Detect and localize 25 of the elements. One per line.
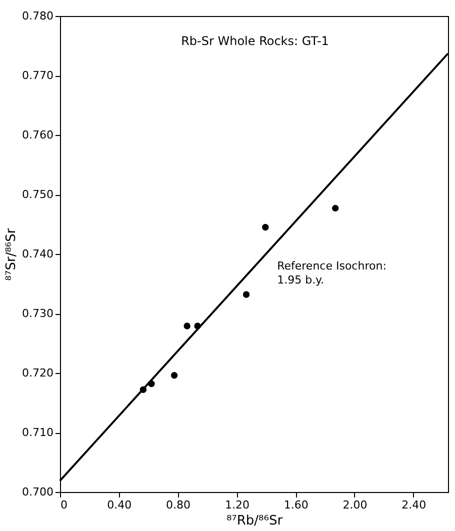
x-tick-label: 1.60 [284, 498, 308, 512]
point [242, 291, 250, 298]
x-tick-label: 2.00 [342, 498, 368, 512]
y-tick-label: 0.730 [22, 307, 54, 320]
y-tick-label: 0.720 [22, 366, 54, 380]
annotation: Reference Isochron: 1.95 b.y. [277, 259, 386, 286]
x-tick-label: 2.40 [402, 498, 426, 512]
point [170, 372, 178, 379]
point [332, 204, 339, 212]
x-tick-label: 0.40 [107, 498, 132, 512]
y-tick-label: 0.710 [22, 426, 54, 439]
y-tick-label: 0.740 [22, 248, 54, 260]
y-tick-label: 0.770 [22, 69, 54, 82]
x-tick-label: 1.20 [224, 498, 250, 512]
x-tick-label: 0 [60, 498, 68, 512]
y-axis-title: ⁸⁷Sr/⁸⁶Sr [4, 228, 20, 281]
text: Rb-Sr Whole Rocks: GT-1 [181, 34, 329, 48]
y-tick-label: 0.700 [22, 486, 54, 498]
y-tick-label: 0.780 [22, 10, 54, 22]
y-tick-label: 0.760 [22, 128, 54, 142]
point [262, 224, 269, 231]
point [184, 322, 190, 330]
x-tick-label: 0.80 [166, 498, 191, 512]
x-axis-title: ⁸⁷Rb/⁸⁶Sr [226, 514, 284, 528]
y-tick-label: 0.750 [22, 188, 54, 201]
